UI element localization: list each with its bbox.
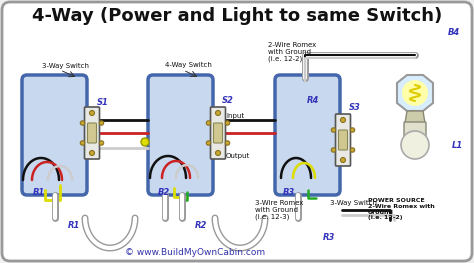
Circle shape [90,110,94,115]
FancyBboxPatch shape [336,114,350,166]
Circle shape [80,141,85,145]
Circle shape [350,128,355,132]
Circle shape [225,141,230,145]
Circle shape [216,110,220,115]
Text: © www.BuildMyOwnCabin.com: © www.BuildMyOwnCabin.com [125,248,265,257]
FancyBboxPatch shape [148,75,213,195]
Circle shape [331,128,336,132]
Text: 4-Way Switch: 4-Way Switch [165,62,212,68]
Circle shape [340,158,346,163]
Text: POWER SOURCE
2-Wire Romex with
Ground
(i.e. 12-2): POWER SOURCE 2-Wire Romex with Ground (i… [368,198,435,220]
FancyBboxPatch shape [275,75,340,195]
FancyBboxPatch shape [2,2,472,261]
Polygon shape [397,75,433,111]
Text: B3: B3 [283,188,295,197]
Circle shape [80,121,85,125]
Text: R2: R2 [195,221,207,230]
Text: B2: B2 [158,188,170,197]
FancyBboxPatch shape [338,130,347,150]
Circle shape [99,121,104,125]
Circle shape [350,148,355,152]
FancyBboxPatch shape [88,123,97,143]
Text: 2-Wire Romex
with Ground
(i.e. 12-2): 2-Wire Romex with Ground (i.e. 12-2) [268,42,316,63]
FancyBboxPatch shape [213,123,222,143]
Polygon shape [405,111,425,123]
FancyBboxPatch shape [84,107,100,159]
Text: Output: Output [226,153,250,159]
Circle shape [90,150,94,155]
Circle shape [402,80,428,106]
Circle shape [401,131,429,159]
Text: R4: R4 [307,96,319,105]
Text: S1: S1 [97,98,109,107]
Text: 4-Way (Power and Light to same Switch): 4-Way (Power and Light to same Switch) [32,7,442,25]
Circle shape [206,141,211,145]
Circle shape [141,138,149,146]
Circle shape [216,150,220,155]
Text: B1: B1 [33,188,45,197]
Text: R1: R1 [68,221,81,230]
FancyBboxPatch shape [22,75,87,195]
Text: R3: R3 [323,233,336,242]
Text: Input: Input [226,113,244,119]
Circle shape [99,141,104,145]
Circle shape [331,148,336,152]
FancyBboxPatch shape [210,107,226,159]
Text: 3-Wire Romex
with Ground
(i.e. 12-3): 3-Wire Romex with Ground (i.e. 12-3) [255,200,303,220]
Circle shape [340,118,346,123]
Text: L1: L1 [452,141,463,150]
Text: S2: S2 [222,96,234,105]
Text: 3-Way Switch: 3-Way Switch [42,63,89,69]
Text: 3-Way Switch: 3-Way Switch [330,200,377,206]
Circle shape [206,121,211,125]
Text: B4: B4 [448,28,460,37]
Circle shape [225,121,230,125]
Text: S3: S3 [349,103,361,112]
FancyBboxPatch shape [404,122,426,138]
